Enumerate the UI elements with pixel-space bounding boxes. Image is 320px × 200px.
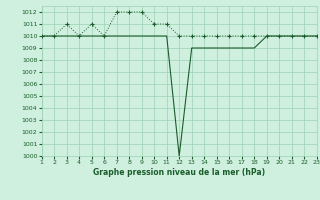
X-axis label: Graphe pression niveau de la mer (hPa): Graphe pression niveau de la mer (hPa)	[93, 168, 265, 177]
